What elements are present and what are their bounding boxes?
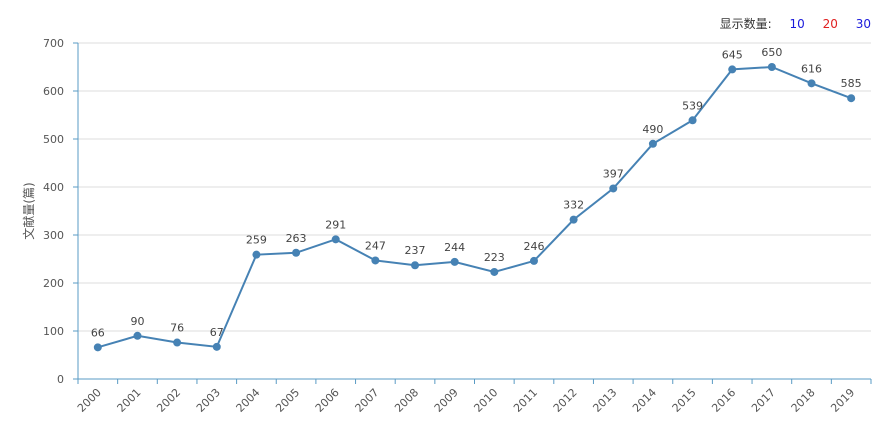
x-tick-label-2011: 2011 [511,386,540,415]
data-label-2011: 246 [523,240,544,253]
data-label-2005: 263 [286,232,307,245]
data-label-2013: 397 [603,167,624,180]
x-tick-label-2019: 2019 [828,386,857,415]
y-tick-label-500: 500 [43,133,64,146]
y-tick-label-400: 400 [43,181,64,194]
x-tick-label-2002: 2002 [154,386,183,415]
data-label-2018: 616 [801,62,822,75]
x-tick-label-2013: 2013 [590,386,619,415]
display-count-option-30[interactable]: 30 [855,17,871,31]
data-point-2004[interactable] [252,250,261,259]
x-tick-label-2015: 2015 [670,386,699,415]
data-point-2017[interactable] [767,63,776,71]
data-point-2005[interactable] [292,248,301,257]
x-tick-label-2004: 2004 [234,386,263,415]
data-point-2007[interactable] [371,256,380,265]
data-point-2000[interactable] [93,343,102,352]
x-tick-label-2010: 2010 [471,386,500,415]
y-tick-label-600: 600 [43,85,64,98]
data-point-2008[interactable] [411,261,420,270]
data-label-2016: 645 [722,48,743,61]
data-label-2014: 490 [642,123,663,136]
x-tick-label-2007: 2007 [353,386,382,415]
data-point-2018[interactable] [807,79,816,88]
data-point-2003[interactable] [212,342,221,351]
x-tick-label-2014: 2014 [630,386,659,415]
y-tick-label-200: 200 [43,277,64,290]
display-count-option-20[interactable]: 20 [822,17,838,31]
x-tick-label-2017: 2017 [749,386,778,415]
display-count-control: 显示数量: 10 20 30 [720,15,871,32]
y-axis-title: 文献量(篇) [21,182,36,239]
data-point-2006[interactable] [331,235,340,244]
x-tick-label-2008: 2008 [392,386,421,415]
data-point-2009[interactable] [450,257,459,266]
series-line [97,65,852,349]
data-point-2016[interactable] [728,65,737,74]
data-label-2015: 539 [682,99,703,112]
data-point-2011[interactable] [529,256,538,265]
y-tick-label-100: 100 [43,325,64,338]
data-label-2001: 90 [130,315,144,328]
x-tick-label-2006: 2006 [313,386,342,415]
data-point-2014[interactable] [648,139,657,148]
data-point-2015[interactable] [688,116,697,125]
y-tick-label-300: 300 [43,229,64,242]
data-point-2012[interactable] [569,215,578,224]
data-label-2017: 650 [761,46,782,59]
data-label-2019: 585 [841,77,862,90]
x-tick-label-2016: 2016 [709,386,738,415]
data-label-2010: 223 [484,251,505,264]
data-point-2013[interactable] [609,184,618,193]
x-tick-label-2000: 2000 [75,386,104,415]
data-label-2004: 259 [246,234,267,247]
data-label-2006: 291 [325,218,346,231]
display-count-option-10[interactable]: 10 [789,17,805,31]
data-label-2009: 244 [444,241,465,254]
data-label-2003: 67 [210,326,224,339]
x-tick-label-2012: 2012 [551,386,580,415]
x-tick-label-2009: 2009 [432,386,461,415]
data-point-2019[interactable] [847,94,856,103]
data-label-2012: 332 [563,199,584,212]
y-tick-label-700: 700 [43,37,64,50]
x-tick-label-2001: 2001 [115,386,144,415]
data-point-2002[interactable] [173,338,182,347]
data-point-2001[interactable] [133,331,142,340]
data-label-2002: 76 [170,322,184,335]
x-tick-label-2018: 2018 [789,386,818,415]
display-count-label: 显示数量: [719,17,772,31]
data-label-2000: 66 [91,326,105,339]
data-label-2008: 237 [405,244,426,257]
data-point-2010[interactable] [490,267,499,276]
x-tick-label-2003: 2003 [194,386,223,415]
y-tick-label-0: 0 [57,373,64,386]
x-tick-label-2005: 2005 [273,386,302,415]
data-label-2007: 247 [365,239,386,252]
